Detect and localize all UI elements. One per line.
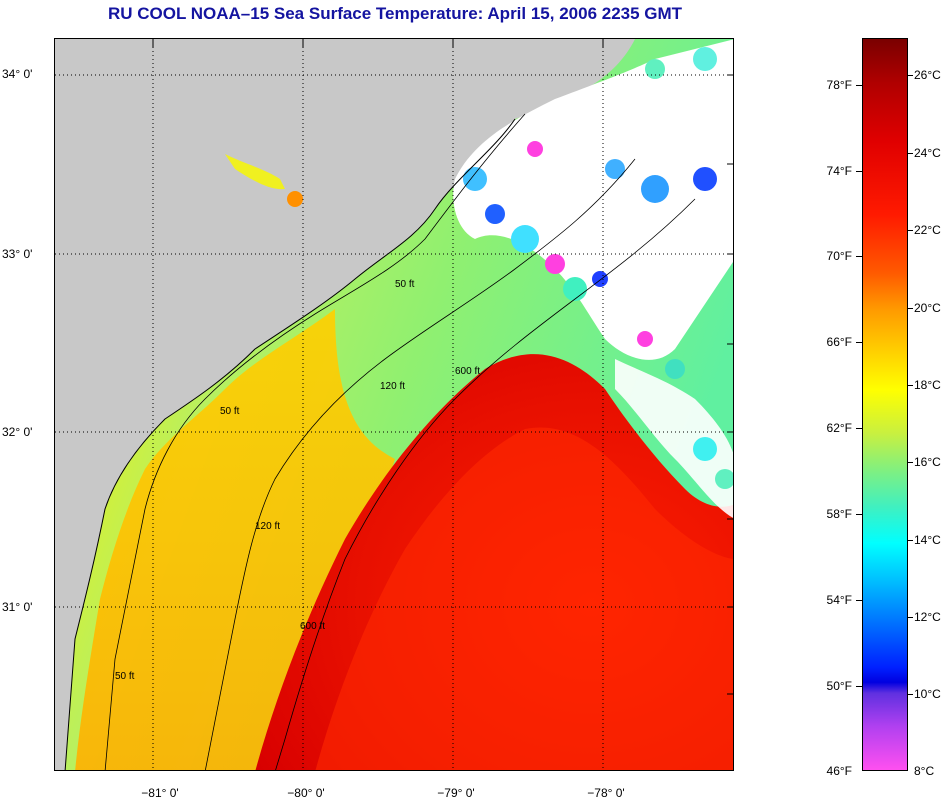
sst-map-svg: 50 ft 50 ft 50 ft 120 ft 120 ft 600 ft 6…	[55, 39, 733, 770]
tick-c	[908, 617, 913, 618]
tick-c	[908, 694, 913, 695]
contour-label-50ft-1: 50 ft	[395, 279, 415, 290]
colorbar-label-18c: 18°C	[914, 378, 941, 392]
tick-c	[908, 153, 913, 154]
tick-c	[908, 540, 913, 541]
contour-600ft	[275, 198, 696, 770]
lat-label-31: 31° 0'	[2, 600, 33, 614]
tick-c	[908, 462, 913, 463]
tick-f	[856, 428, 862, 429]
tick-c	[908, 230, 913, 231]
cloud-edge-speckle	[463, 47, 733, 489]
edge-ticks	[152, 39, 733, 695]
graticule	[55, 39, 733, 770]
inland-lake-small	[287, 191, 303, 207]
colorbar-label-78f: 78°F	[826, 78, 852, 92]
tick-f	[856, 256, 862, 257]
colorbar-label-46f: 46°F	[826, 764, 852, 778]
colorbar-label-22c: 22°C	[914, 223, 941, 237]
colorbar-label-66f: 66°F	[826, 335, 852, 349]
tick-f	[856, 171, 862, 172]
tick-f	[856, 514, 862, 515]
cloud-area-east	[615, 359, 733, 518]
colorbar-label-16c: 16°C	[914, 455, 941, 469]
colorbar-label-8c: 8°C	[914, 764, 935, 778]
colorbar-label-58f: 58°F	[826, 507, 852, 521]
lat-label-33: 33° 0'	[2, 247, 33, 261]
colorbar-label-50f: 50°F	[826, 679, 852, 693]
contour-label-600ft-2: 600 ft	[300, 621, 325, 632]
colorbar-label-10c: 10°C	[914, 687, 941, 701]
tick-f	[856, 85, 862, 86]
contour-label-600ft-1: 600 ft	[455, 366, 480, 377]
contour-label-50ft-3: 50 ft	[115, 671, 135, 682]
colorbar-label-20c: 20°C	[914, 301, 941, 315]
colorbar-label-26c: 26°C	[914, 68, 941, 82]
lon-label-79: −79° 0'	[437, 786, 475, 800]
lon-label-81: −81° 0'	[141, 786, 179, 800]
bathymetry-contours	[104, 113, 696, 770]
sst-map: 50 ft 50 ft 50 ft 120 ft 120 ft 600 ft 6…	[54, 38, 734, 771]
coastline	[64, 118, 516, 770]
tick-f	[856, 342, 862, 343]
contour-label-120ft-1: 120 ft	[380, 381, 405, 392]
inland-lake	[225, 154, 285, 190]
cloud-area-main	[453, 39, 733, 360]
colorbar-label-62f: 62°F	[826, 421, 852, 435]
lon-label-78: −78° 0'	[587, 786, 625, 800]
lat-label-32: 32° 0'	[2, 425, 33, 439]
colorbar-label-24c: 24°C	[914, 146, 941, 160]
tick-c	[908, 308, 913, 309]
gulf-stream-core	[315, 427, 733, 770]
tick-f	[856, 600, 862, 601]
contour-50ft	[104, 113, 526, 770]
lon-label-80: −80° 0'	[287, 786, 325, 800]
map-title: RU COOL NOAA–15 Sea Surface Temperature:…	[107, 4, 683, 23]
tick-c	[908, 75, 913, 76]
contour-label-120ft-2: 120 ft	[255, 521, 280, 532]
contour-120ft	[204, 158, 636, 770]
contour-label-50ft-2: 50 ft	[220, 406, 240, 417]
colorbar-label-70f: 70°F	[826, 249, 852, 263]
colorbar-label-54f: 54°F	[826, 593, 852, 607]
colorbar-label-12c: 12°C	[914, 610, 941, 624]
colorbar-label-74f: 74°F	[826, 164, 852, 178]
temperature-colorbar	[862, 38, 908, 771]
tick-c	[908, 385, 913, 386]
colorbar-label-14c: 14°C	[914, 533, 941, 547]
lat-label-34: 34° 0'	[2, 67, 33, 81]
tick-f	[856, 686, 862, 687]
